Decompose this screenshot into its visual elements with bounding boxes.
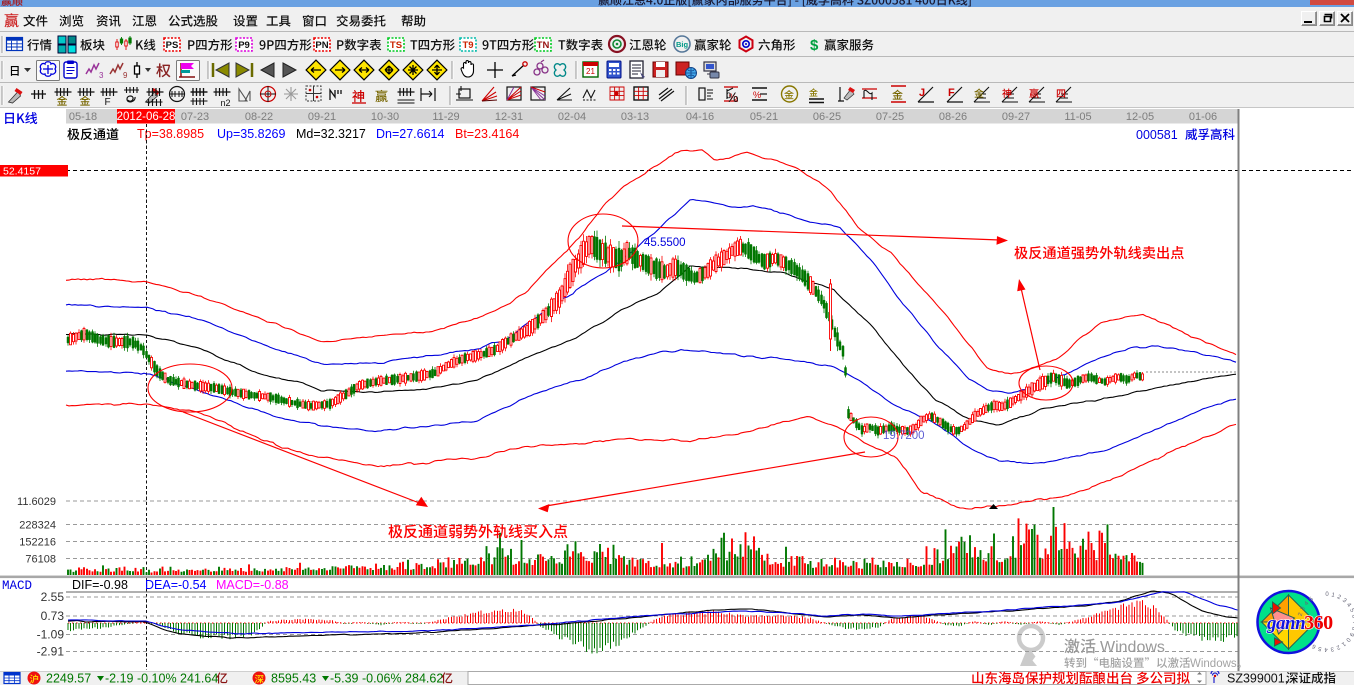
svg-text:8: 8 xyxy=(1350,626,1354,631)
svg-text:4: 4 xyxy=(1345,602,1352,609)
svg-text:$: $ xyxy=(810,37,819,54)
svg-text:05-21: 05-21 xyxy=(750,111,778,123)
svg-text:T9: T9 xyxy=(462,40,473,51)
svg-text:Tp=38.8985: Tp=38.8985 xyxy=(137,127,204,141)
svg-text:0: 0 xyxy=(1297,624,1304,629)
svg-text:3: 3 xyxy=(99,71,104,80)
svg-text:02-04: 02-04 xyxy=(558,111,586,123)
svg-text:PS: PS xyxy=(166,40,179,51)
svg-text:7: 7 xyxy=(1351,621,1354,625)
svg-text:1: 1 xyxy=(1331,592,1336,599)
svg-text:000581: 000581 xyxy=(1136,128,1178,142)
svg-text:SZ399001,: SZ399001, xyxy=(1227,672,1288,685)
svg-text:5: 5 xyxy=(1317,645,1322,652)
svg-text:PN: PN xyxy=(315,40,328,51)
svg-text:1: 1 xyxy=(1340,640,1347,647)
svg-text:gann360: gann360 xyxy=(1266,612,1333,634)
svg-text:5: 5 xyxy=(1348,608,1354,614)
svg-text:11-29: 11-29 xyxy=(432,111,459,123)
svg-text:-2.19 -0.10% 241.64: -2.19 -0.10% 241.64 xyxy=(105,672,218,685)
svg-text:11.6029: 11.6029 xyxy=(17,496,56,508)
svg-text:P9: P9 xyxy=(238,40,250,51)
svg-text:J: J xyxy=(919,87,925,99)
svg-text:52.4157: 52.4157 xyxy=(3,166,41,178)
svg-text:09-21: 09-21 xyxy=(308,111,336,123)
svg-text:2249.57: 2249.57 xyxy=(46,672,91,685)
svg-text:4: 4 xyxy=(1324,646,1328,652)
svg-text:76108: 76108 xyxy=(25,554,56,566)
svg-text:2.55: 2.55 xyxy=(41,590,65,604)
svg-text:03-13: 03-13 xyxy=(621,111,649,123)
svg-text:9: 9 xyxy=(123,71,128,80)
svg-text:-1.09: -1.09 xyxy=(37,628,65,642)
svg-text:2: 2 xyxy=(1335,643,1341,650)
svg-text:DEA=-0.54: DEA=-0.54 xyxy=(145,578,207,592)
svg-text:10-30: 10-30 xyxy=(371,111,399,123)
svg-text:F: F xyxy=(105,97,111,108)
svg-text:-5.39 -0.06% 284.62: -5.39 -0.06% 284.62 xyxy=(330,672,443,685)
svg-text:5: 5 xyxy=(1308,596,1315,603)
svg-text:07-23: 07-23 xyxy=(181,111,209,123)
svg-text:08-26: 08-26 xyxy=(939,111,967,123)
svg-text:MACD=-0.88: MACD=-0.88 xyxy=(216,578,289,592)
svg-text:152216: 152216 xyxy=(19,537,56,549)
svg-text:05-18: 05-18 xyxy=(69,111,97,123)
svg-text:2: 2 xyxy=(1298,611,1305,616)
svg-text:Bt=23.4164: Bt=23.4164 xyxy=(455,127,519,141)
svg-text:4: 4 xyxy=(1304,600,1311,607)
svg-text:Dn=27.6614: Dn=27.6614 xyxy=(376,127,445,141)
svg-text:%: % xyxy=(726,89,738,105)
svg-text:8595.43: 8595.43 xyxy=(271,672,316,685)
svg-text:09-27: 09-27 xyxy=(1002,111,1030,123)
svg-text:45.5500: 45.5500 xyxy=(644,237,686,249)
svg-text:0: 0 xyxy=(1325,592,1329,598)
svg-text:08-22: 08-22 xyxy=(245,111,273,123)
svg-text:6: 6 xyxy=(1350,614,1354,619)
svg-text:3: 3 xyxy=(1329,645,1334,652)
svg-text:%: % xyxy=(729,92,737,102)
svg-text:0.73: 0.73 xyxy=(41,609,65,623)
svg-text:DIF=-0.98: DIF=-0.98 xyxy=(72,578,128,592)
svg-text:Windows: Windows xyxy=(1100,639,1165,656)
svg-text:06-25: 06-25 xyxy=(813,111,841,123)
svg-text:%: % xyxy=(753,90,761,100)
svg-text:9: 9 xyxy=(1347,631,1354,637)
svg-text:12-31: 12-31 xyxy=(495,111,523,123)
svg-text:TS: TS xyxy=(390,40,402,51)
svg-text:MACD: MACD xyxy=(2,579,32,593)
svg-text:19.7200: 19.7200 xyxy=(883,430,925,442)
svg-text:04-16: 04-16 xyxy=(686,111,714,123)
svg-text:TN: TN xyxy=(537,40,550,51)
svg-text:0: 0 xyxy=(1344,636,1351,643)
svg-text:3: 3 xyxy=(1341,598,1348,605)
svg-text:Big: Big xyxy=(676,40,689,49)
svg-text:1: 1 xyxy=(1297,618,1303,622)
svg-text:Up=35.8269: Up=35.8269 xyxy=(217,127,286,141)
svg-text:-2.91: -2.91 xyxy=(37,645,65,659)
svg-text:07-25: 07-25 xyxy=(876,111,904,123)
svg-text:F: F xyxy=(948,87,955,99)
svg-text:2: 2 xyxy=(1336,594,1342,601)
svg-text:6: 6 xyxy=(1311,642,1317,649)
svg-text:11-05: 11-05 xyxy=(1064,111,1091,123)
svg-text:228324: 228324 xyxy=(19,520,56,532)
svg-text:3: 3 xyxy=(1300,605,1307,611)
svg-text:01-06: 01-06 xyxy=(1189,111,1217,123)
svg-text:n2: n2 xyxy=(221,98,231,108)
svg-text:12-05: 12-05 xyxy=(1126,111,1154,123)
svg-text:Windows。: Windows。 xyxy=(1190,658,1248,670)
svg-text:2012-06-28: 2012-06-28 xyxy=(117,111,176,123)
svg-text:21: 21 xyxy=(586,67,595,76)
svg-text:Md=32.3217: Md=32.3217 xyxy=(296,127,366,141)
